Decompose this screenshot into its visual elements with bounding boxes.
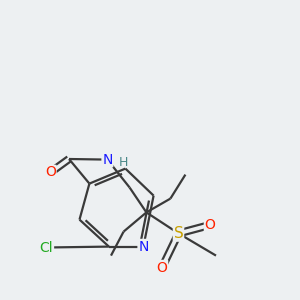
Text: O: O [45, 166, 56, 179]
Text: S: S [174, 226, 183, 241]
Text: Cl: Cl [40, 241, 53, 254]
Text: O: O [205, 218, 215, 232]
Text: N: N [138, 240, 148, 254]
Text: H: H [118, 156, 128, 169]
Text: O: O [157, 261, 167, 274]
Text: N: N [102, 153, 112, 166]
